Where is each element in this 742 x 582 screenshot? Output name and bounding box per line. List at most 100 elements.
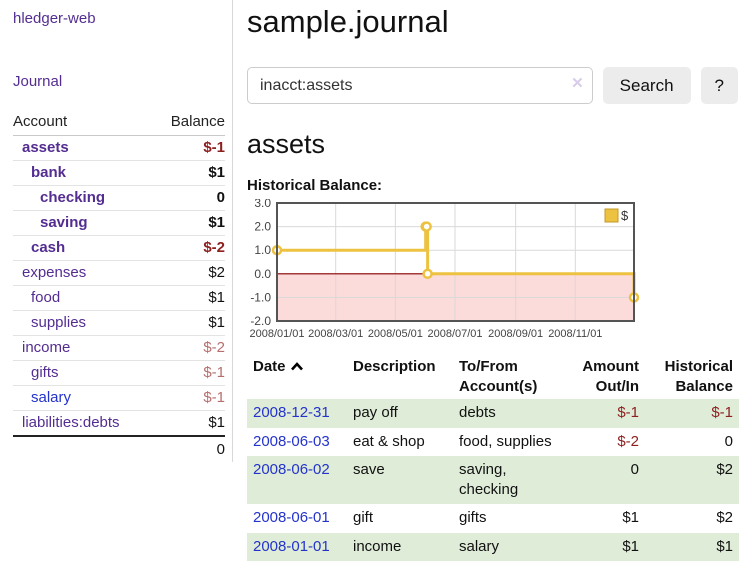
register-date-link[interactable]: 2008-12-31 xyxy=(253,404,330,421)
legend-swatch xyxy=(604,208,619,223)
sidebar-account-link[interactable]: food xyxy=(31,289,61,306)
register-balance: 0 xyxy=(724,432,733,450)
register-table: Date Description To/From Account(s) Amou… xyxy=(247,354,739,561)
sidebar-account-balance: $-1 xyxy=(153,385,225,411)
register-row: 2008-12-31 pay off debts $-1 $-1 xyxy=(247,399,739,428)
register-amount: 0 xyxy=(630,461,639,478)
help-button[interactable]: ? xyxy=(700,67,738,104)
x-axis-tick-label: 2008/07/01 xyxy=(427,328,482,340)
main-content: sample.journal ✕ Search ? assets Histori… xyxy=(233,0,742,561)
register-balance: $1 xyxy=(716,537,733,555)
sidebar-account-link[interactable]: saving xyxy=(40,214,88,231)
sidebar-account-link[interactable]: supplies xyxy=(31,314,87,331)
accounts-header-row: Account Balance xyxy=(13,110,225,136)
x-axis-tick-label: 2008/03/01 xyxy=(308,328,363,340)
register-balance: $2 xyxy=(716,461,733,478)
sidebar-account-row: salary $-1 xyxy=(13,385,225,411)
sidebar-account-row: cash $-2 xyxy=(13,235,225,261)
sidebar-account-link[interactable]: assets xyxy=(22,139,69,156)
sidebar-account-balance: $-1 xyxy=(153,135,225,161)
app-title-link[interactable]: hledger-web xyxy=(13,10,96,27)
register-accounts: food, supplies xyxy=(459,432,552,450)
register-description: eat & shop xyxy=(353,432,425,450)
sidebar-account-row: liabilities:debts $1 xyxy=(13,410,225,437)
sidebar-account-link[interactable]: cash xyxy=(31,239,66,256)
sidebar-account-balance: $-2 xyxy=(153,235,225,261)
sidebar-item-journal[interactable]: Journal xyxy=(13,73,63,90)
sidebar-account-row: saving $1 xyxy=(13,210,225,236)
register-header-date[interactable]: Date xyxy=(247,354,347,399)
search-button[interactable]: Search xyxy=(602,67,691,104)
register-balance: $-1 xyxy=(711,404,733,421)
register-header-amount: Amount Out/In xyxy=(582,358,639,395)
legend-label: $ xyxy=(621,208,629,223)
register-amount: $-1 xyxy=(617,404,639,421)
register-amount: $1 xyxy=(622,509,639,526)
register-accounts: gifts xyxy=(459,509,487,526)
sidebar-account-row: bank $1 xyxy=(13,160,225,186)
chart-title: Historical Balance: xyxy=(247,177,383,194)
sidebar-account-row: gifts $-1 xyxy=(13,360,225,386)
register-row: 2008-06-01 gift gifts $1 $2 xyxy=(247,504,739,533)
sidebar-account-balance: $1 xyxy=(153,410,225,437)
register-date-link[interactable]: 2008-06-02 xyxy=(253,461,330,478)
sidebar-account-row: expenses $2 xyxy=(13,260,225,286)
register-accounts: salary xyxy=(459,537,500,555)
y-axis-tick-label: -2.0 xyxy=(250,314,271,328)
chart-marker xyxy=(422,268,433,280)
chart-border xyxy=(276,202,635,322)
register-amount: $-2 xyxy=(617,432,639,450)
register-row: 2008-06-02 save saving, checking 0 $2 xyxy=(247,456,739,504)
register-header-description: Description xyxy=(353,358,436,375)
app-window: hledger-web Journal Account Balance asse… xyxy=(0,0,742,561)
sidebar-account-balance: $-2 xyxy=(153,335,225,361)
y-axis-tick-label: 2.0 xyxy=(254,220,271,234)
register-description: pay off xyxy=(353,404,398,421)
accounts-header-balance: Balance xyxy=(153,110,225,136)
sidebar-account-row: checking 0 xyxy=(13,185,225,211)
sidebar-account-balance: $1 xyxy=(153,310,225,336)
register-date-link[interactable]: 2008-06-03 xyxy=(253,432,330,450)
accounts-total-balance: 0 xyxy=(153,435,225,462)
sidebar-account-link[interactable]: gifts xyxy=(31,364,59,381)
sidebar-account-link[interactable]: income xyxy=(22,339,71,356)
clear-search-icon[interactable]: ✕ xyxy=(571,75,584,92)
register-date-link[interactable]: 2008-06-01 xyxy=(253,509,330,526)
sidebar-account-link[interactable]: liabilities:debts xyxy=(22,414,120,431)
sidebar-account-row: income $-2 xyxy=(13,335,225,361)
sidebar-account-link[interactable]: expenses xyxy=(22,264,87,281)
sidebar-account-balance: $1 xyxy=(153,210,225,236)
y-axis-tick-label: 0.0 xyxy=(254,267,271,281)
search-bar: ✕ Search ? xyxy=(247,67,738,104)
sidebar-account-row: food $1 xyxy=(13,285,225,311)
register-balance: $2 xyxy=(716,509,733,526)
sidebar-account-balance: 0 xyxy=(153,185,225,211)
sidebar-account-row: supplies $1 xyxy=(13,310,225,336)
y-axis-tick-label: -1.0 xyxy=(250,290,271,304)
sidebar: hledger-web Journal Account Balance asse… xyxy=(0,0,233,462)
sidebar-account-balance: $2 xyxy=(153,260,225,286)
page-title: sample.journal xyxy=(247,4,449,39)
sidebar-account-link[interactable]: bank xyxy=(31,164,67,181)
register-date-link[interactable]: 2008-01-01 xyxy=(253,537,330,555)
sidebar-account-link[interactable]: salary xyxy=(31,389,72,406)
x-axis-tick-label: 2008/09/01 xyxy=(488,328,543,340)
sidebar-account-link[interactable]: checking xyxy=(40,189,106,206)
sort-ascending-icon xyxy=(290,362,303,371)
sidebar-account-balance: $-1 xyxy=(153,360,225,386)
sidebar-accounts-table: Account Balance assets $-1 bank $1 check… xyxy=(13,110,225,462)
x-axis-tick-label: 2008/01/01 xyxy=(249,328,304,340)
sidebar-account-balance: $1 xyxy=(153,285,225,311)
search-input[interactable] xyxy=(247,67,593,104)
register-accounts: debts xyxy=(459,404,496,421)
y-axis-tick-label: 3.0 xyxy=(254,199,271,210)
register-description: income xyxy=(353,537,402,555)
register-header-balance: Historical Balance xyxy=(664,358,733,395)
accounts-header-account: Account xyxy=(13,110,154,136)
register-header-accounts: To/From Account(s) xyxy=(459,358,538,395)
chart-marker xyxy=(421,221,432,232)
account-heading: assets xyxy=(247,129,326,159)
register-amount: $1 xyxy=(622,537,639,555)
x-axis-tick-label: 2008/05/01 xyxy=(368,328,423,340)
